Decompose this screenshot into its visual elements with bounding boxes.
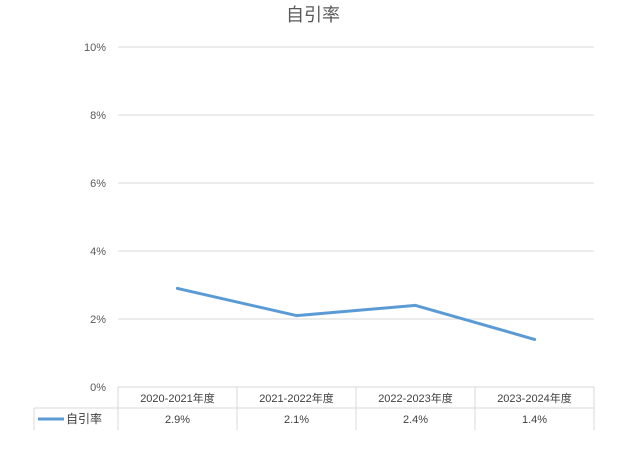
data-point: [295, 314, 298, 318]
y-tick-label: 8%: [90, 110, 106, 122]
y-tick-label: 0%: [90, 382, 106, 394]
data-point: [176, 286, 179, 290]
series-line: [176, 286, 536, 341]
grid-lines: [118, 46, 594, 320]
category-label: 2021-2022年度: [259, 391, 334, 405]
chart-title: 自引率: [286, 5, 340, 26]
category-label: 2020-2021年度: [140, 391, 215, 405]
y-tick-label: 6%: [90, 178, 106, 190]
data-table-value: 2.4%: [403, 414, 428, 426]
y-tick-label: 4%: [90, 246, 106, 258]
y-tick-label: 10%: [84, 42, 106, 54]
data-table-value: 2.1%: [284, 414, 309, 426]
data-point: [414, 303, 417, 307]
category-label: 2023-2024年度: [497, 391, 572, 405]
category-label: 2022-2023年度: [378, 391, 453, 405]
y-axis-ticks: 0% 2% 4% 6% 8% 10%: [84, 42, 106, 394]
y-tick-label: 2%: [90, 314, 106, 326]
data-table-value: 2.9%: [165, 414, 190, 426]
data-point: [533, 337, 536, 341]
series-lines: [176, 286, 536, 341]
data-table-value: 1.4%: [522, 414, 547, 426]
data-table: 2020-2021年度 2021-2022年度 2022-2023年度 2023-20…: [33, 386, 595, 430]
series-name-label: 自引率: [66, 411, 102, 426]
